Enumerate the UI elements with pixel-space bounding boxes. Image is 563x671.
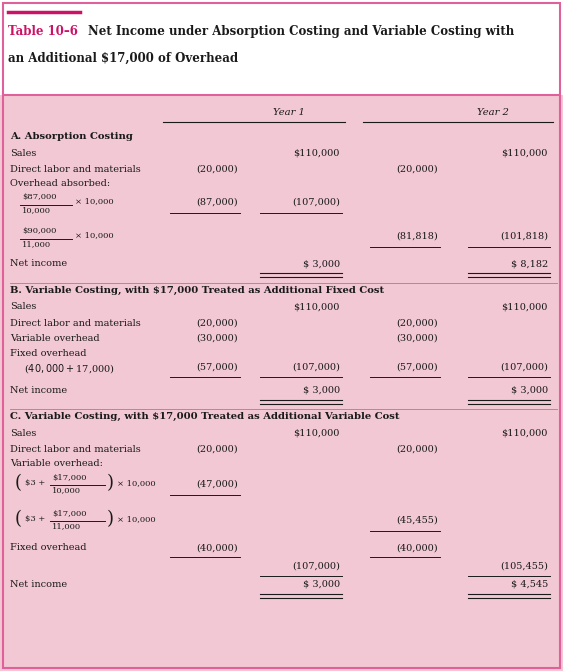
Text: Variable overhead:: Variable overhead: [10, 459, 103, 468]
Text: (20,000): (20,000) [396, 445, 438, 454]
Text: ($40,000 + $17,000): ($40,000 + $17,000) [24, 362, 115, 376]
Bar [0, 95, 563, 671]
Text: Net Income under Absorption Costing and Variable Costing with: Net Income under Absorption Costing and … [88, 25, 514, 38]
Text: $3 +: $3 + [25, 479, 45, 487]
Text: $110,000: $110,000 [502, 148, 548, 158]
Text: Sales: Sales [10, 429, 37, 437]
Text: (: ( [15, 474, 22, 493]
Text: $110,000: $110,000 [502, 303, 548, 311]
Text: (40,000): (40,000) [196, 544, 238, 552]
Text: $110,000: $110,000 [294, 429, 340, 437]
Text: an Additional $17,000 of Overhead: an Additional $17,000 of Overhead [8, 52, 238, 65]
Text: (57,000): (57,000) [396, 362, 438, 372]
Text: $ 8,182: $ 8,182 [511, 260, 548, 268]
Text: $ 3,000: $ 3,000 [303, 580, 340, 588]
Text: B. Variable Costing, with $17,000 Treated as Additional Fixed Cost: B. Variable Costing, with $17,000 Treate… [10, 286, 384, 295]
Text: Direct labor and materials: Direct labor and materials [10, 319, 141, 328]
Text: A. Absorption Costing: A. Absorption Costing [10, 132, 133, 141]
Text: (105,455): (105,455) [500, 562, 548, 570]
Text: (30,000): (30,000) [396, 333, 438, 343]
Text: Overhead absorbed:: Overhead absorbed: [10, 179, 110, 188]
Text: (: ( [15, 511, 22, 529]
Text: (107,000): (107,000) [292, 197, 340, 207]
Text: (107,000): (107,000) [292, 362, 340, 372]
Text: Fixed overhead: Fixed overhead [10, 544, 87, 552]
Text: $110,000: $110,000 [502, 429, 548, 437]
Text: C. Variable Costing, with $17,000 Treated as Additional Variable Cost: C. Variable Costing, with $17,000 Treate… [10, 412, 400, 421]
Text: (20,000): (20,000) [396, 319, 438, 328]
Text: 10,000: 10,000 [22, 207, 51, 215]
Text: $110,000: $110,000 [294, 148, 340, 158]
Text: × 10,000: × 10,000 [75, 231, 114, 240]
Text: Year 1: Year 1 [273, 108, 305, 117]
Text: Variable overhead: Variable overhead [10, 333, 100, 343]
Text: (20,000): (20,000) [196, 445, 238, 454]
Text: (40,000): (40,000) [396, 544, 438, 552]
Text: $87,000: $87,000 [22, 193, 56, 201]
Text: (101,818): (101,818) [500, 231, 548, 240]
Text: $ 3,000: $ 3,000 [303, 386, 340, 395]
Text: (20,000): (20,000) [396, 165, 438, 174]
Text: $90,000: $90,000 [22, 227, 56, 236]
Text: Direct labor and materials: Direct labor and materials [10, 445, 141, 454]
Text: $110,000: $110,000 [294, 303, 340, 311]
Text: $ 3,000: $ 3,000 [511, 386, 548, 395]
Text: (107,000): (107,000) [500, 362, 548, 372]
Text: (57,000): (57,000) [196, 362, 238, 372]
Text: × 10,000: × 10,000 [117, 515, 155, 523]
Text: (30,000): (30,000) [196, 333, 238, 343]
Text: Fixed overhead: Fixed overhead [10, 348, 87, 358]
Text: Sales: Sales [10, 148, 37, 158]
Text: $3 +: $3 + [25, 515, 45, 523]
Text: Net income: Net income [10, 260, 67, 268]
Text: $ 4,545: $ 4,545 [511, 580, 548, 588]
Text: (20,000): (20,000) [196, 319, 238, 328]
Text: Year 2: Year 2 [477, 108, 509, 117]
Text: 11,000: 11,000 [52, 523, 81, 530]
Text: Net income: Net income [10, 580, 67, 588]
Text: 10,000: 10,000 [52, 486, 81, 495]
Text: (81,818): (81,818) [396, 231, 438, 240]
Text: ): ) [107, 511, 114, 529]
Text: Direct labor and materials: Direct labor and materials [10, 165, 141, 174]
Text: (107,000): (107,000) [292, 562, 340, 570]
Text: (87,000): (87,000) [196, 197, 238, 207]
Text: $17,000: $17,000 [52, 474, 87, 482]
Text: Table 10–6: Table 10–6 [8, 25, 78, 38]
Text: (45,455): (45,455) [396, 515, 438, 525]
Text: (20,000): (20,000) [196, 165, 238, 174]
Text: Sales: Sales [10, 303, 37, 311]
Text: × 10,000: × 10,000 [75, 197, 114, 205]
Text: × 10,000: × 10,000 [117, 479, 155, 487]
Text: Net income: Net income [10, 386, 67, 395]
Text: $ 3,000: $ 3,000 [303, 260, 340, 268]
Text: 11,000: 11,000 [22, 240, 51, 248]
Text: (47,000): (47,000) [196, 479, 238, 488]
Text: $17,000: $17,000 [52, 511, 87, 519]
Text: ): ) [107, 474, 114, 493]
